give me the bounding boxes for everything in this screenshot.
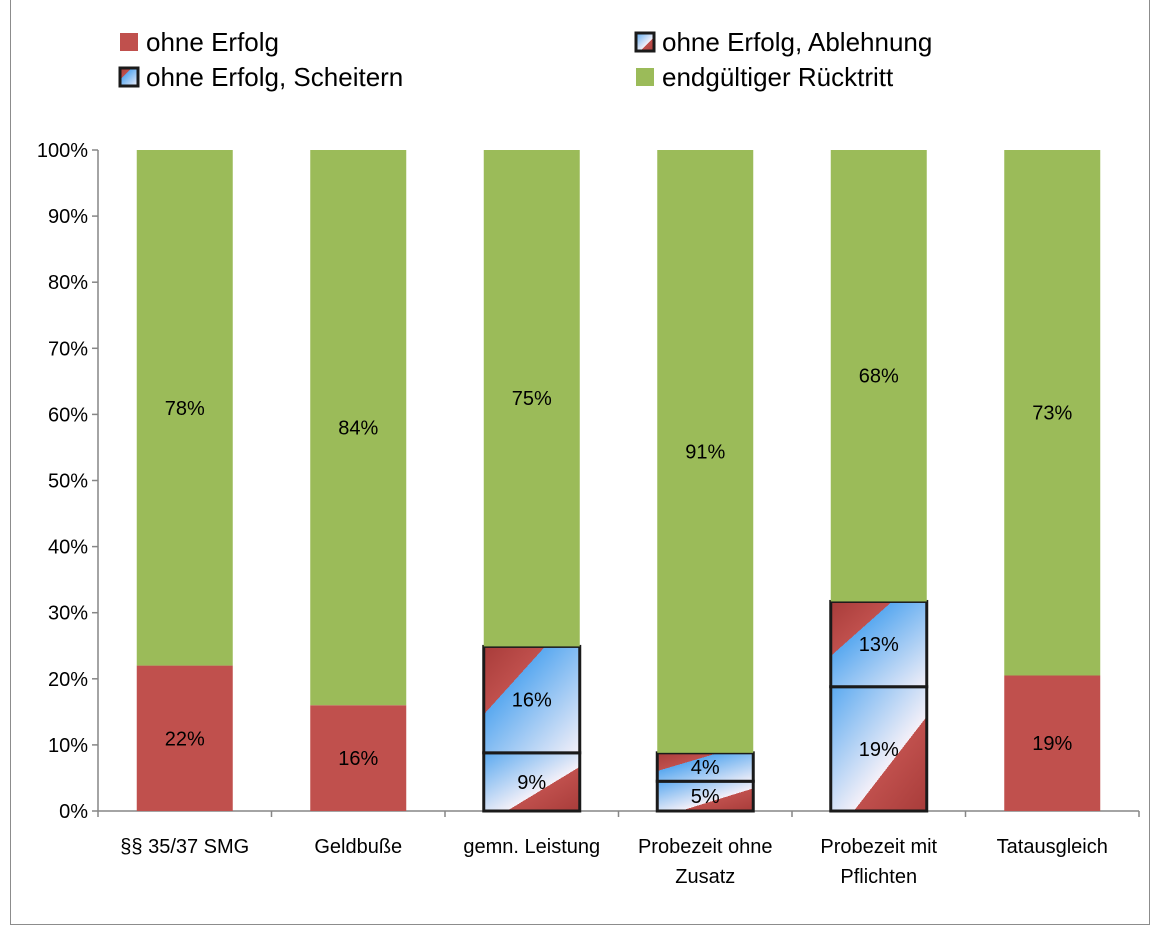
- y-tick-label: 40%: [48, 537, 88, 559]
- data-label: 4%: [691, 757, 720, 779]
- data-label: 9%: [517, 772, 546, 794]
- legend-swatch: [120, 33, 138, 51]
- x-tick-label: Tatausgleich: [997, 836, 1108, 858]
- x-tick-label: Geldbuße: [314, 836, 402, 858]
- bar-segment: [310, 150, 407, 706]
- bar-segment: [310, 705, 407, 811]
- axes: 0% 10% 20% 30% 40% 50% 60% 70% 80% 90% 100% §§ 35/3…: [37, 140, 1140, 888]
- y-tick-label: 0%: [59, 801, 88, 823]
- bar-segment: [1004, 150, 1101, 676]
- legend-label: endgültiger Rücktritt: [662, 62, 894, 92]
- data-label: 22%: [165, 728, 205, 750]
- bar-segment: [1004, 675, 1101, 811]
- y-tick-label: 30%: [48, 603, 88, 625]
- y-tick-label: 60%: [48, 404, 88, 426]
- data-label: 19%: [859, 739, 899, 761]
- y-tick-label: 70%: [48, 338, 88, 360]
- data-label: 16%: [512, 690, 552, 712]
- y-tick-label: 90%: [48, 206, 88, 228]
- y-tick-label: 10%: [48, 735, 88, 757]
- y-tick-label: 100%: [37, 140, 88, 162]
- x-tick-label: gemn. Leistung: [463, 836, 600, 858]
- x-tick-label: Probezeit ohne: [638, 836, 773, 858]
- data-label: 73%: [1032, 403, 1072, 425]
- legend-label: ohne Erfolg: [146, 27, 279, 57]
- data-label: 16%: [338, 748, 378, 770]
- y-tick-label: 50%: [48, 471, 88, 493]
- y-tick-label: 80%: [48, 272, 88, 294]
- legend-label: ohne Erfolg, Ablehnung: [662, 27, 932, 57]
- bar-segment: [136, 665, 233, 811]
- x-tick-label: Zusatz: [675, 866, 735, 888]
- data-label: 19%: [1032, 733, 1072, 755]
- bar-segment: [657, 150, 754, 753]
- bar-segment: [483, 150, 580, 647]
- data-label: 68%: [859, 366, 899, 388]
- data-label: 13%: [859, 634, 899, 656]
- legend-swatch: [636, 68, 654, 86]
- bar-segment: [655, 779, 755, 813]
- legend: ohne Erfolg ohne Erfolg, Ablehnung ohne Er…: [118, 27, 932, 92]
- data-label: 84%: [338, 418, 378, 440]
- data-label: 5%: [691, 786, 720, 808]
- legend-swatch: [634, 31, 656, 53]
- bar-segment: [655, 751, 755, 783]
- data-label: 75%: [512, 388, 552, 410]
- bar-segment: [136, 150, 233, 666]
- chart-frame: [10, 0, 1150, 925]
- x-tick-label: Probezeit mit: [820, 836, 937, 858]
- legend-swatch: [118, 66, 140, 88]
- legend-label: ohne Erfolg, Scheitern: [146, 62, 403, 92]
- x-tick-label: Pflichten: [840, 866, 917, 888]
- bar-segment: [482, 751, 582, 813]
- bars: 22% 78% 16% 84% 9% 16% 75% 5% 4% 91% 19% 13% 68% 19% 7…: [136, 150, 1101, 813]
- data-label: 91%: [685, 441, 725, 463]
- y-tick-label: 20%: [48, 669, 88, 691]
- x-tick-label: §§ 35/37 SMG: [120, 836, 249, 858]
- bar-segment: [482, 644, 582, 755]
- bar-segment: [830, 150, 927, 602]
- data-label: 78%: [165, 398, 205, 420]
